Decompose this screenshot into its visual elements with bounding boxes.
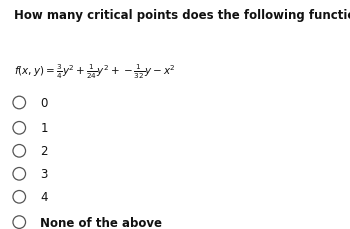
Text: 1: 1 xyxy=(40,122,48,135)
Text: 3: 3 xyxy=(40,168,48,180)
Text: How many critical points does the following function have?: How many critical points does the follow… xyxy=(14,9,350,22)
Text: 0: 0 xyxy=(40,97,48,109)
Text: None of the above: None of the above xyxy=(40,216,162,229)
Text: $f(x, y)=\frac{3}{4}y^2+\frac{1}{24}y^2+-\frac{1}{32}y-x^2$: $f(x, y)=\frac{3}{4}y^2+\frac{1}{24}y^2+… xyxy=(14,62,176,80)
Text: 4: 4 xyxy=(40,191,48,203)
Text: 2: 2 xyxy=(40,145,48,158)
